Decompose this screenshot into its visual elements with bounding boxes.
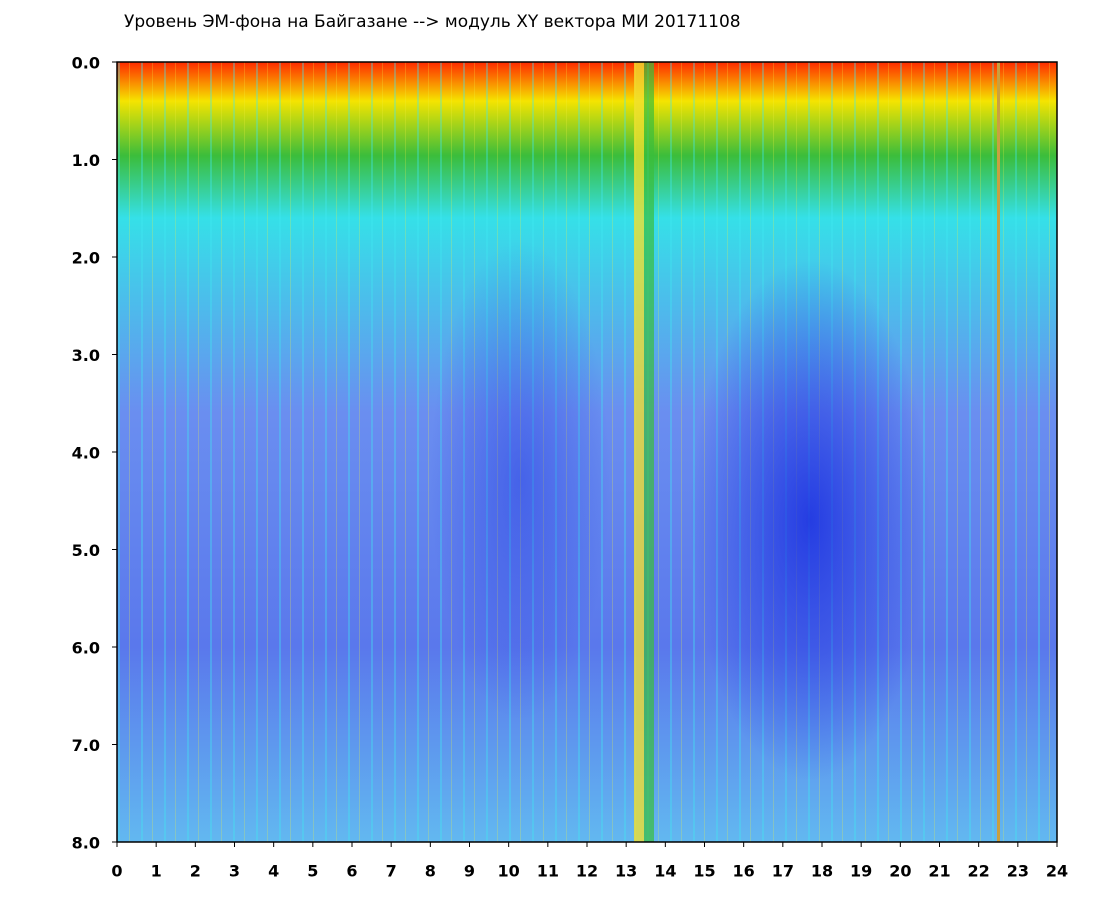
y-tick-label: 2.0 (72, 249, 100, 268)
x-tick-label: 22 (968, 862, 990, 881)
x-tick-label: 8 (425, 862, 436, 881)
x-tick-label: 6 (346, 862, 357, 881)
x-tick-label: 2 (190, 862, 201, 881)
x-tick-label: 4 (268, 862, 279, 881)
x-tick-label: 21 (928, 862, 950, 881)
x-tick-label: 18 (811, 862, 833, 881)
y-tick-label: 6.0 (72, 639, 100, 658)
x-tick-label: 9 (464, 862, 475, 881)
x-tick-label: 13 (615, 862, 637, 881)
x-tick-label: 0 (111, 862, 122, 881)
x-tick-label: 11 (537, 862, 559, 881)
x-tick-label: 1 (151, 862, 162, 881)
heatmap-image (117, 62, 1057, 842)
x-tick-label: 23 (1007, 862, 1029, 881)
x-tick-label: 7 (386, 862, 397, 881)
y-tick-label: 5.0 (72, 541, 100, 560)
x-tick-label: 10 (498, 862, 520, 881)
x-tick-label: 17 (772, 862, 794, 881)
x-tick-label: 3 (229, 862, 240, 881)
y-tick-label: 4.0 (72, 444, 100, 463)
x-tick-label: 19 (850, 862, 872, 881)
x-tick-label: 20 (889, 862, 911, 881)
y-tick-label: 1.0 (72, 151, 100, 170)
x-tick-label: 14 (654, 862, 676, 881)
y-tick-label: 8.0 (72, 834, 100, 853)
x-tick-label: 15 (693, 862, 715, 881)
x-tick-label: 12 (576, 862, 598, 881)
y-tick-label: 0.0 (72, 54, 100, 73)
chart-title: Уровень ЭМ-фона на Байгазане --> модуль … (124, 12, 741, 32)
x-tick-label: 24 (1046, 862, 1068, 881)
x-tick-label: 5 (307, 862, 318, 881)
x-tick-label: 16 (733, 862, 755, 881)
y-tick-label: 3.0 (72, 346, 100, 365)
y-tick-label: 7.0 (72, 736, 100, 755)
